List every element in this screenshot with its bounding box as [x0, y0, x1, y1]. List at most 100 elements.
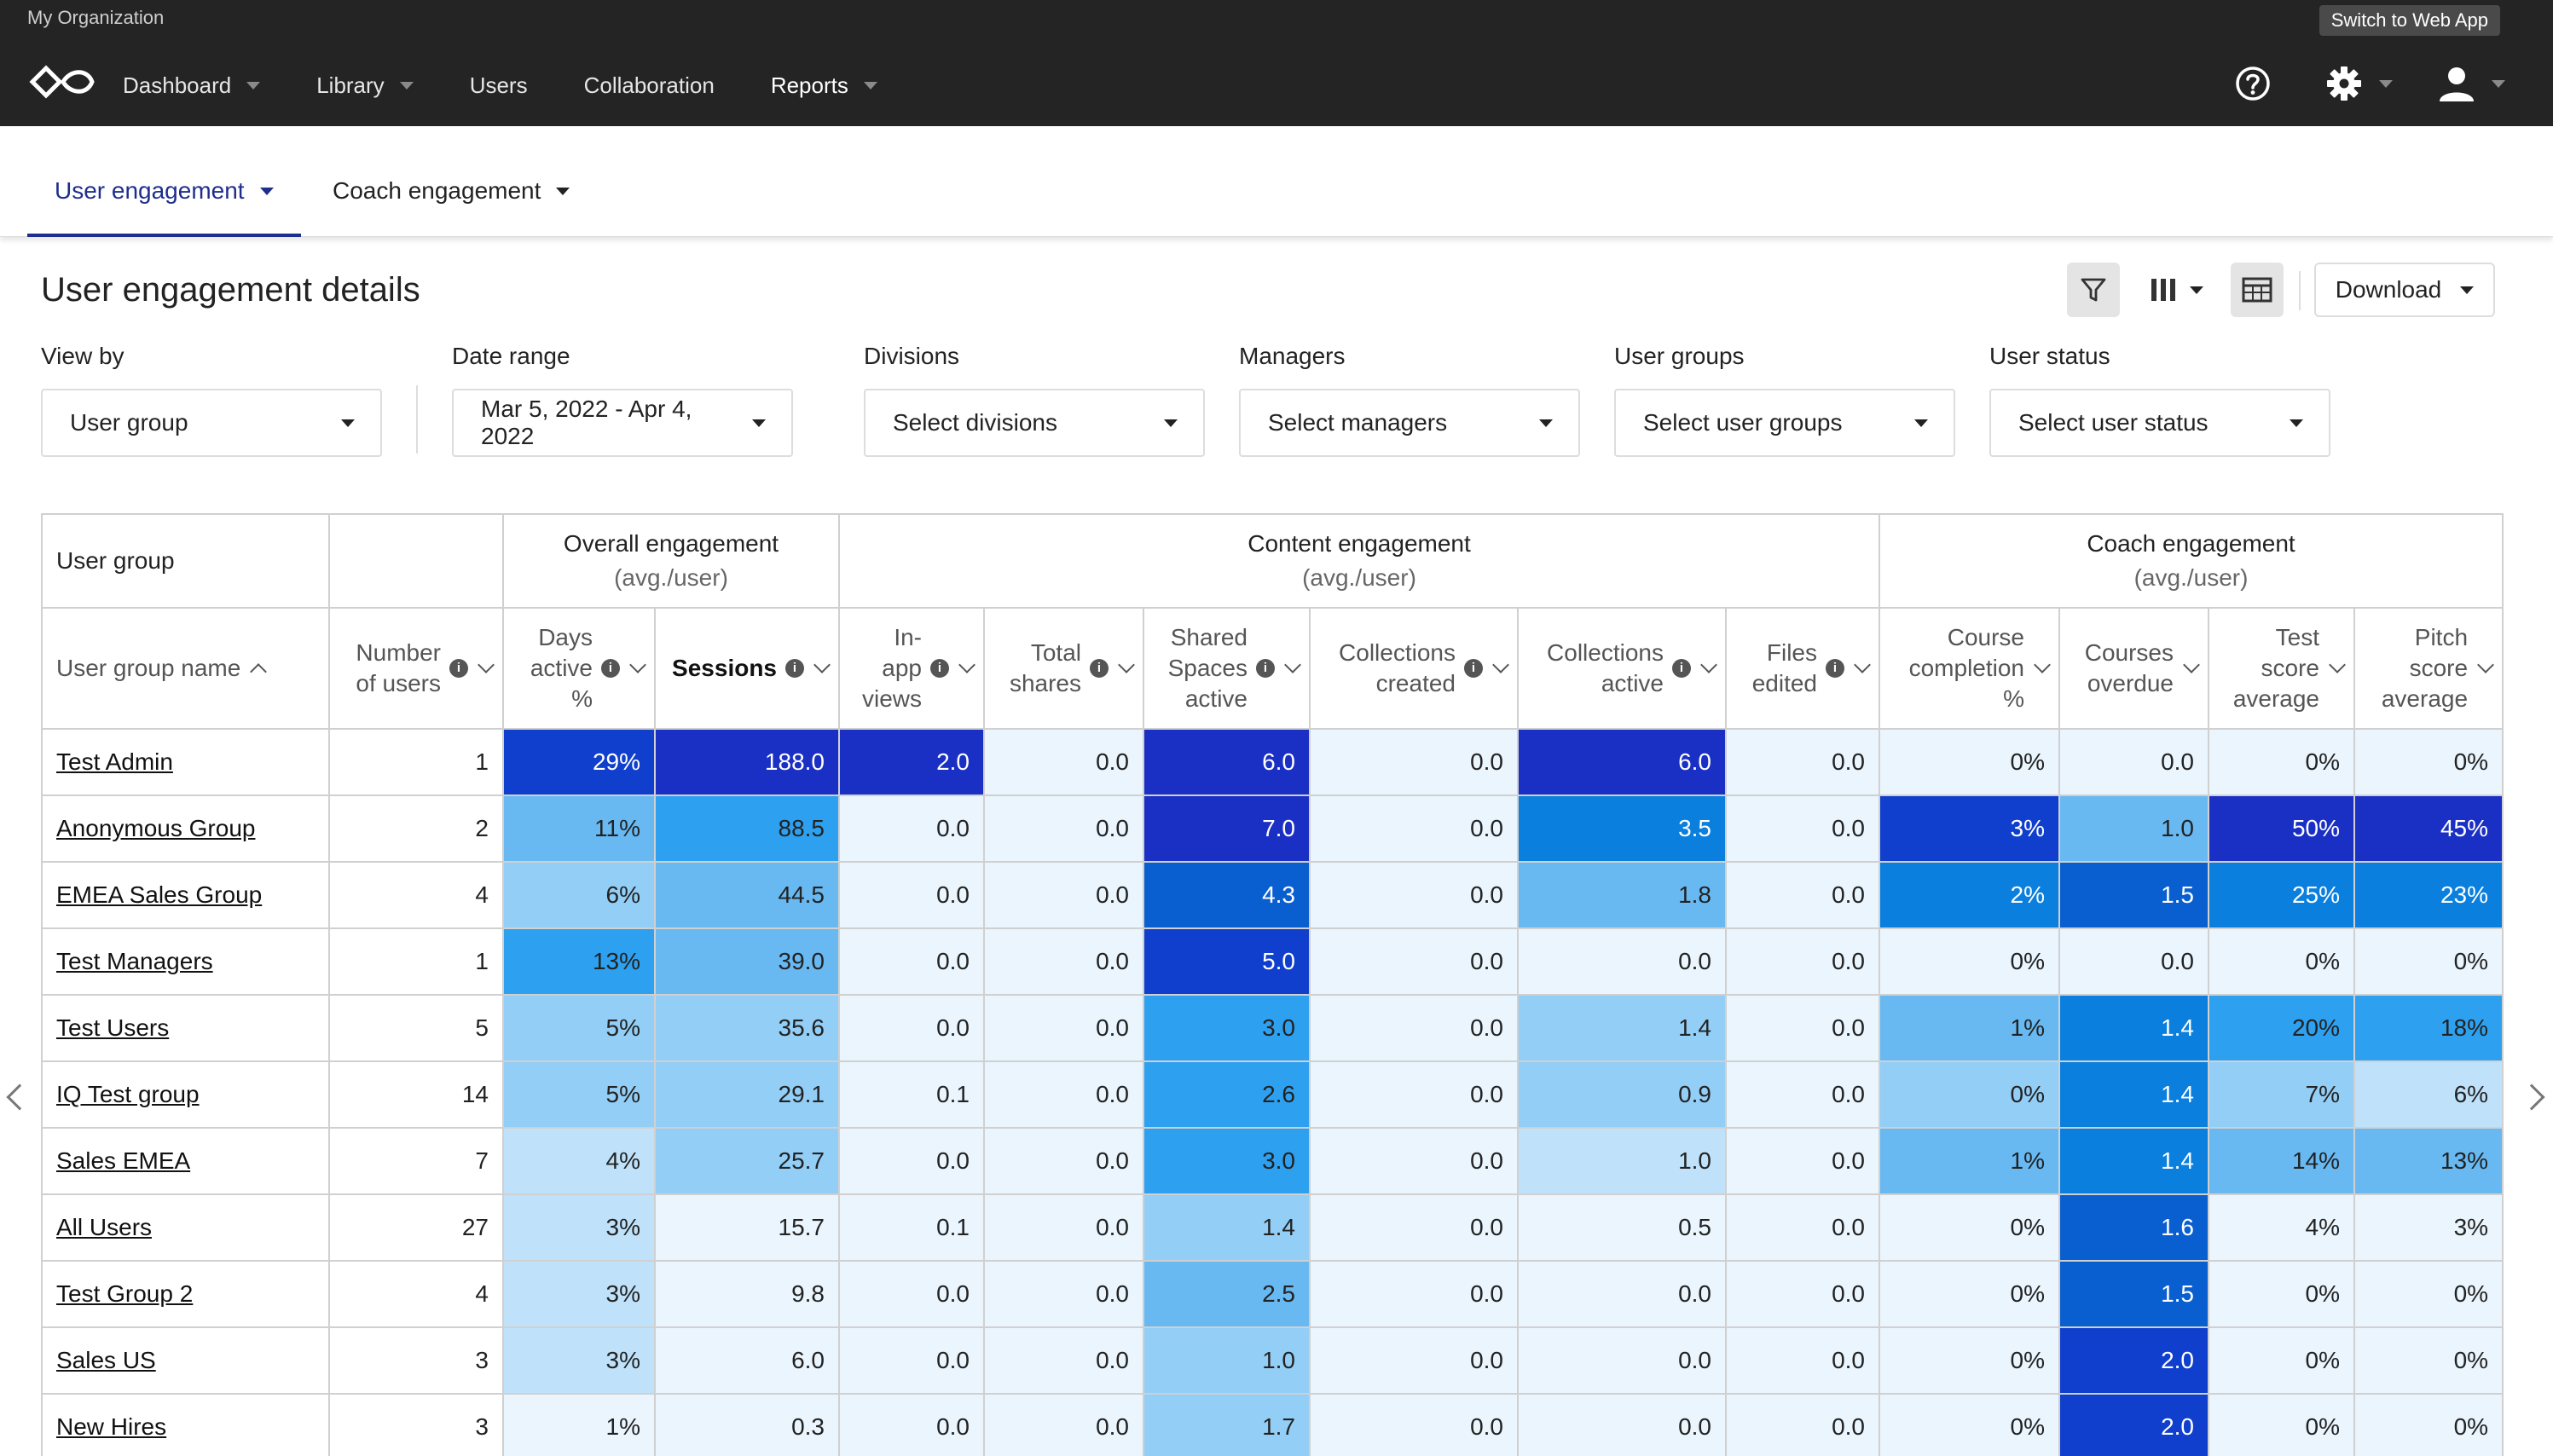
sort-chevron-icon[interactable]: [1118, 656, 1135, 673]
sort-chevron-icon[interactable]: [2329, 656, 2346, 673]
sort-chevron-icon[interactable]: [629, 656, 646, 673]
app-logo-icon[interactable]: [26, 61, 99, 102]
cell-course-completion: 0%: [1879, 728, 2060, 796]
sort-chevron-icon[interactable]: [813, 656, 831, 673]
group-name-link[interactable]: New Hires: [56, 1413, 167, 1440]
column-header-files-edited[interactable]: Files edited i: [1725, 607, 1880, 730]
info-icon[interactable]: i: [930, 659, 949, 678]
sort-chevron-icon[interactable]: [2034, 656, 2051, 673]
column-header-sessions[interactable]: Sessions i: [654, 607, 840, 730]
filter-label: View by: [41, 343, 124, 369]
cell-total-shares: 0.0: [983, 927, 1144, 996]
cell-collections-active: 1.8: [1517, 861, 1727, 929]
column-header-label: User group name: [56, 653, 240, 684]
info-icon[interactable]: i: [1672, 659, 1691, 678]
column-header-line: Spaces: [1167, 655, 1248, 681]
columns-button[interactable]: [2140, 263, 2212, 317]
chevron-down-icon: [2460, 286, 2475, 294]
group-name-link[interactable]: All Users: [56, 1214, 153, 1240]
view-by-select[interactable]: User group: [41, 389, 382, 457]
column-header-line: User group name: [56, 655, 241, 681]
group-name-link[interactable]: Test Admin: [56, 748, 173, 775]
nav-reports[interactable]: Reports: [771, 72, 877, 99]
column-header-line: overdue: [2087, 670, 2174, 696]
user-menu-button[interactable]: [2437, 61, 2505, 106]
column-header-label: Shared Spaces active: [1168, 622, 1248, 714]
info-icon[interactable]: i: [1256, 659, 1275, 678]
tab-user-engagement[interactable]: User engagement: [27, 177, 301, 237]
sort-chevron-icon[interactable]: [2477, 656, 2494, 673]
scroll-left-icon[interactable]: [6, 1083, 33, 1111]
filter-divider: [416, 385, 418, 454]
column-header-courses-overdue[interactable]: Courses overdue: [2058, 607, 2209, 730]
cell-shared-spaces-active: 2.6: [1143, 1060, 1311, 1129]
group-name-link[interactable]: Test Managers: [56, 948, 213, 974]
column-header-pitch-score-average[interactable]: Pitch score average: [2353, 607, 2504, 730]
group-name-link[interactable]: IQ Test group: [56, 1081, 200, 1107]
column-header-user-group-name[interactable]: User group name: [41, 607, 330, 730]
column-header-course-completion[interactable]: Course completion%: [1879, 607, 2060, 730]
column-header-line: active: [1601, 670, 1664, 696]
sort-chevron-icon[interactable]: [958, 656, 975, 673]
info-icon[interactable]: i: [1464, 659, 1483, 678]
column-header-number-of-users[interactable]: Number of users i: [328, 607, 504, 730]
user-groups-select[interactable]: Select user groups: [1614, 389, 1955, 457]
column-header-line: Number: [356, 639, 441, 666]
column-header-line: views: [861, 685, 922, 712]
sort-chevron-icon[interactable]: [1854, 656, 1871, 673]
cell-collections-created: 0.0: [1309, 794, 1519, 863]
nav-users[interactable]: Users: [470, 72, 528, 99]
help-button[interactable]: [2234, 61, 2272, 106]
info-icon[interactable]: i: [601, 659, 620, 678]
cell-collections-created: 0.0: [1309, 1127, 1519, 1195]
download-button[interactable]: Download: [2314, 263, 2495, 317]
tab-coach-engagement[interactable]: Coach engagement: [305, 177, 597, 237]
managers-select[interactable]: Select managers: [1239, 389, 1580, 457]
sort-chevron-icon[interactable]: [1492, 656, 1509, 673]
column-header-total-shares[interactable]: Total shares i: [983, 607, 1144, 730]
info-icon[interactable]: i: [785, 659, 804, 678]
cell-shared-spaces-active: 7.0: [1143, 794, 1311, 863]
nav-dashboard[interactable]: Dashboard: [123, 72, 261, 99]
info-icon[interactable]: i: [449, 659, 468, 678]
sort-ascending-icon[interactable]: [250, 663, 268, 680]
column-header-shared-spaces-active[interactable]: Shared Spaces active i: [1143, 607, 1311, 730]
table-view-button[interactable]: [2231, 263, 2284, 317]
cell-files-edited: 0.0: [1725, 1193, 1880, 1262]
filter-button[interactable]: [2067, 263, 2120, 317]
cell-shared-spaces-active: 1.0: [1143, 1326, 1311, 1395]
group-name-link[interactable]: Test Group 2: [56, 1280, 194, 1307]
sort-chevron-icon[interactable]: [1284, 656, 1301, 673]
group-name-link[interactable]: Sales EMEA: [56, 1147, 191, 1174]
scroll-right-icon[interactable]: [2518, 1083, 2545, 1111]
chevron-down-icon: [2379, 79, 2393, 88]
info-icon[interactable]: i: [1826, 659, 1844, 678]
group-name-link[interactable]: EMEA Sales Group: [56, 881, 263, 908]
settings-button[interactable]: [2324, 61, 2393, 106]
date-range-select[interactable]: Mar 5, 2022 - Apr 4, 2022: [452, 389, 793, 457]
column-header-in-app-views[interactable]: In-app views i: [838, 607, 985, 730]
group-name-link[interactable]: Test Users: [56, 1014, 170, 1041]
info-icon[interactable]: i: [1090, 659, 1109, 678]
filter-label: Managers: [1239, 343, 1346, 369]
group-name-cell: New Hires: [41, 1393, 330, 1456]
sort-chevron-icon[interactable]: [478, 656, 495, 673]
sort-chevron-icon[interactable]: [2183, 656, 2200, 673]
filter-label: Divisions: [864, 343, 960, 369]
user-status-select[interactable]: Select user status: [1989, 389, 2330, 457]
nav-library[interactable]: Library: [316, 72, 414, 99]
column-header-days-active[interactable]: Days active% i: [502, 607, 656, 730]
group-name-link[interactable]: Sales US: [56, 1347, 156, 1373]
column-header-collections-active[interactable]: Collections active i: [1517, 607, 1727, 730]
switch-to-web-app-button[interactable]: Switch to Web App: [2319, 5, 2500, 36]
sort-chevron-icon[interactable]: [1700, 656, 1717, 673]
cell-test-score-average: 0%: [2208, 728, 2355, 796]
nav-collaboration[interactable]: Collaboration: [584, 72, 715, 99]
column-header-line: In-: [894, 624, 922, 650]
divisions-select[interactable]: Select divisions: [864, 389, 1205, 457]
group-name-link[interactable]: Anonymous Group: [56, 815, 256, 841]
column-header-test-score-average[interactable]: Test score average: [2208, 607, 2355, 730]
cell-files-edited: 0.0: [1725, 728, 1880, 796]
user-avatar-icon: [2440, 67, 2474, 101]
column-header-collections-created[interactable]: Collections created i: [1309, 607, 1519, 730]
